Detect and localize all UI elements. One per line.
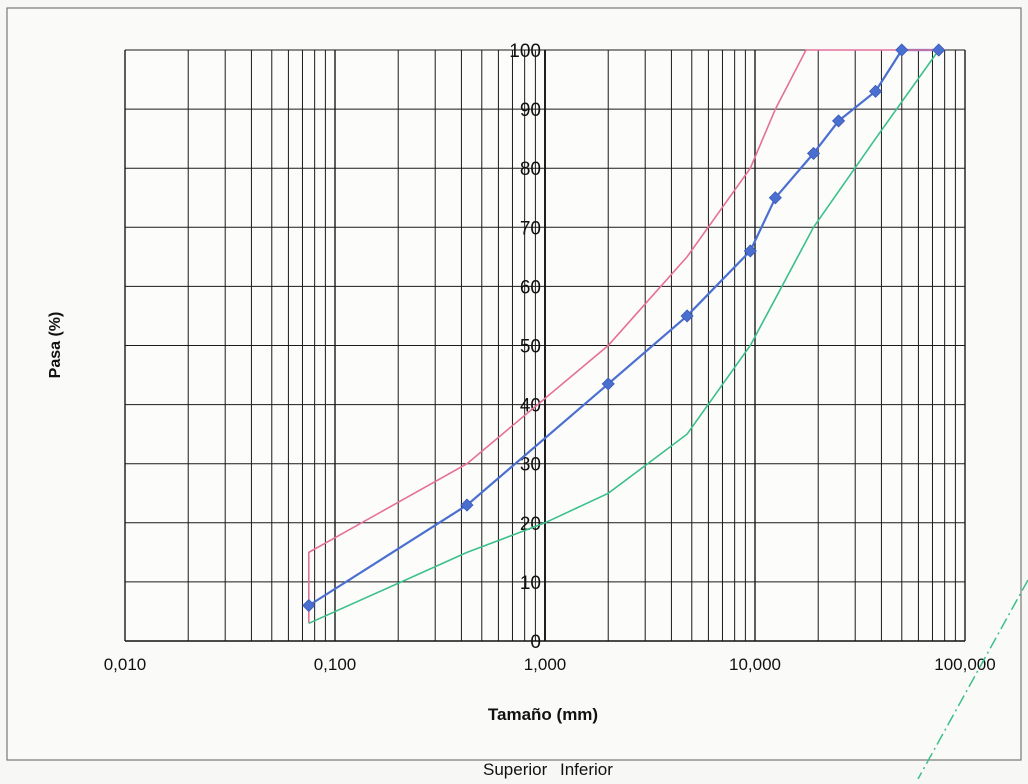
y-tick-label: 70 (520, 218, 541, 239)
x-tick-label: 1,000 (524, 655, 567, 674)
data-point (806, 146, 821, 160)
data-point (832, 114, 846, 128)
data-point (768, 191, 782, 205)
y-tick-label: 90 (520, 100, 541, 121)
y-tick-label: 50 (520, 337, 541, 358)
series-line-inferior (308, 49, 940, 625)
data-point (302, 598, 316, 613)
y-tick-label: 0 (530, 632, 541, 653)
stray-dashed-line (917, 579, 1028, 780)
y-tick-label: 30 (520, 455, 541, 476)
data-point (895, 43, 909, 57)
y-tick-label: 60 (520, 277, 541, 298)
data-point (601, 377, 615, 391)
data-point (868, 84, 883, 98)
x-tick-label: 10,000 (729, 655, 781, 674)
x-tick-label: 100,000 (934, 655, 995, 674)
label-layer: Tamaño (mm) Pasa (%) (47, 312, 598, 724)
axis-layer: 0,010 0,100 1,000 10,000 100,000010203040506… (104, 41, 996, 674)
series-layer (302, 43, 946, 625)
x-tick-label: 0,010 (104, 655, 147, 674)
y-tick-label: 10 (520, 573, 541, 594)
x-tick-label: 0,100 (314, 655, 357, 674)
series-line-superior (307, 49, 939, 624)
legend: Superior Inferior (483, 760, 613, 779)
x-axis-title: Tamaño (mm) (488, 705, 598, 724)
y-axis-title: Pasa (%) (47, 312, 64, 379)
data-point (460, 498, 474, 512)
legend-label-inferior: Inferior (560, 760, 613, 779)
legend-label-superior: Superior (483, 760, 548, 779)
y-tick-label: 40 (520, 396, 541, 417)
data-point (743, 244, 757, 258)
y-tick-label: 80 (520, 159, 541, 180)
data-point (680, 309, 694, 323)
data-point (932, 43, 946, 57)
y-tick-label: 100 (509, 41, 541, 62)
